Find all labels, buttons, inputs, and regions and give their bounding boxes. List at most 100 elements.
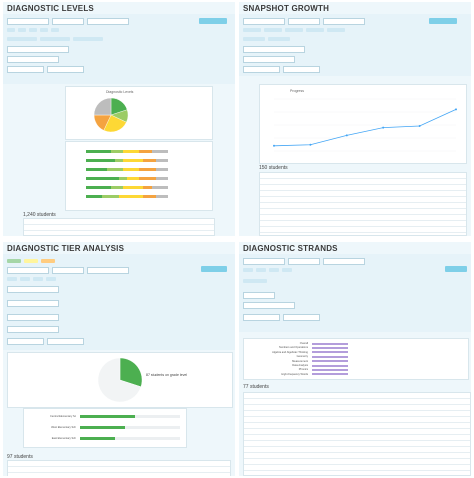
filter-select[interactable] (52, 266, 84, 274)
table-row[interactable] (260, 185, 466, 191)
strand-bar[interactable] (312, 368, 348, 371)
strand-bar[interactable] (312, 342, 348, 345)
table-row[interactable] (244, 411, 470, 417)
strand-bar[interactable] (312, 373, 348, 376)
stacked-bar[interactable] (86, 195, 168, 198)
table-row[interactable] (260, 197, 466, 203)
filter-select[interactable] (52, 17, 84, 25)
table-row[interactable] (260, 227, 466, 233)
table-row[interactable] (244, 435, 470, 441)
pie-slice[interactable] (97, 357, 142, 403)
filter-tag[interactable] (40, 37, 70, 41)
filter-select[interactable] (283, 65, 320, 73)
table-row[interactable] (260, 179, 466, 185)
table-row[interactable] (260, 215, 466, 221)
filter-select[interactable] (47, 337, 84, 345)
table-row[interactable] (244, 417, 470, 423)
filter-tag[interactable] (33, 277, 43, 281)
filter-tag[interactable] (264, 28, 282, 32)
filter-tag[interactable] (268, 37, 290, 41)
table-row[interactable] (244, 453, 470, 459)
filter-select[interactable] (288, 257, 320, 265)
filter-select[interactable] (7, 45, 69, 53)
filter-tag[interactable] (7, 28, 15, 32)
filter-tag[interactable] (269, 268, 279, 272)
filter-tag[interactable] (40, 28, 48, 32)
filter-select[interactable] (283, 313, 320, 321)
filter-select[interactable] (87, 17, 129, 25)
table-row[interactable] (244, 429, 470, 435)
filter-select[interactable] (7, 266, 49, 274)
table-row[interactable] (244, 441, 470, 447)
filter-select[interactable] (87, 266, 129, 274)
strand-bar[interactable] (312, 351, 348, 354)
table-row[interactable] (244, 459, 470, 465)
filter-select[interactable] (323, 17, 365, 25)
filter-tag[interactable] (256, 268, 266, 272)
filter-select[interactable] (7, 325, 59, 333)
filter-select[interactable] (243, 291, 275, 299)
data-point[interactable] (455, 108, 457, 111)
pie-slice[interactable] (93, 97, 112, 116)
filter-select[interactable] (7, 299, 59, 307)
filter-select[interactable] (7, 55, 59, 63)
filter-tag[interactable] (7, 277, 17, 281)
filter-tag[interactable] (7, 259, 21, 263)
data-point[interactable] (309, 143, 312, 146)
filter-tag[interactable] (24, 259, 38, 263)
table-row[interactable] (24, 225, 214, 231)
apply-button[interactable] (445, 266, 467, 272)
strand-bar[interactable] (312, 360, 348, 363)
table-row[interactable] (244, 471, 470, 476)
filter-select[interactable] (288, 17, 320, 25)
strand-bar[interactable] (312, 346, 348, 349)
filter-tag[interactable] (243, 28, 261, 32)
filter-tag[interactable] (243, 37, 265, 41)
filter-select[interactable] (7, 17, 49, 25)
filter-select[interactable] (323, 257, 365, 265)
stacked-bar[interactable] (86, 159, 168, 162)
filter-select[interactable] (7, 313, 59, 321)
filter-select[interactable] (243, 45, 305, 53)
filter-tag[interactable] (20, 277, 30, 281)
filter-select[interactable] (243, 257, 285, 265)
filter-tag[interactable] (243, 268, 253, 272)
filter-select[interactable] (243, 301, 295, 309)
filter-select[interactable] (243, 55, 295, 63)
table-row[interactable] (8, 467, 230, 473)
filter-tag[interactable] (73, 37, 103, 41)
data-point[interactable] (382, 126, 385, 129)
apply-button[interactable] (429, 18, 457, 24)
apply-button[interactable] (199, 18, 227, 24)
table-row[interactable] (244, 399, 470, 405)
filter-tag[interactable] (327, 28, 345, 32)
table-row[interactable] (260, 221, 466, 227)
filter-tag[interactable] (7, 37, 37, 41)
stacked-bar[interactable] (86, 150, 168, 153)
table-row[interactable] (244, 447, 470, 453)
data-point[interactable] (418, 125, 421, 128)
filter-tag[interactable] (29, 28, 37, 32)
table-row[interactable] (244, 405, 470, 411)
strand-bar[interactable] (312, 355, 348, 358)
table-row[interactable] (260, 191, 466, 197)
bar-fill[interactable] (80, 426, 125, 429)
filter-tag[interactable] (285, 28, 303, 32)
bar-fill[interactable] (80, 415, 135, 418)
filter-tag[interactable] (18, 28, 26, 32)
filter-tag[interactable] (51, 28, 59, 32)
stacked-bar[interactable] (86, 177, 168, 180)
filter-tag[interactable] (46, 277, 56, 281)
filter-tag[interactable] (41, 259, 55, 263)
bar-fill[interactable] (80, 437, 115, 440)
stacked-bar[interactable] (86, 186, 168, 189)
filter-tag[interactable] (282, 268, 292, 272)
filter-select[interactable] (243, 17, 285, 25)
table-row[interactable] (244, 465, 470, 471)
table-row[interactable] (244, 423, 470, 429)
filter-select[interactable] (7, 65, 44, 73)
filter-select[interactable] (47, 65, 84, 73)
filter-select[interactable] (7, 285, 59, 293)
table-row[interactable] (260, 233, 466, 236)
data-point[interactable] (345, 134, 348, 137)
